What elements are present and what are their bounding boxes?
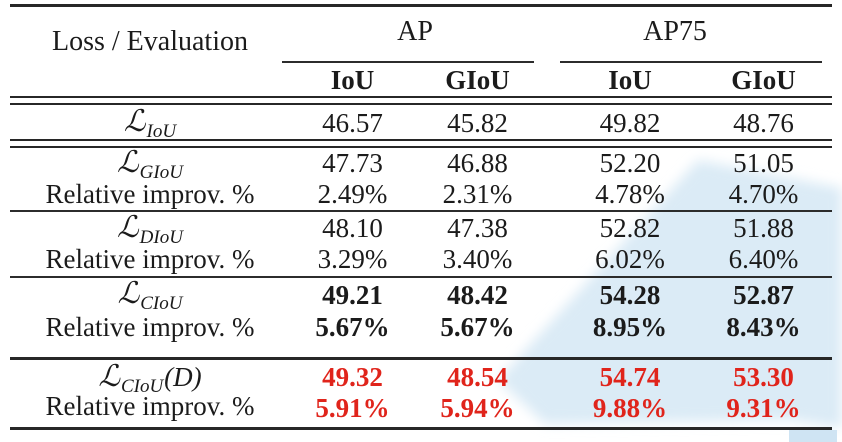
value-ap-iou: 48.10 <box>322 213 383 243</box>
value-ap75-iou: 49.82 <box>599 107 661 138</box>
row-label-loss-ciou-d: ℒ CIoU (D) <box>98 360 202 397</box>
value-ap-giou: 45.82 <box>447 107 508 138</box>
value-ap-iou: 49.21 <box>322 279 383 310</box>
group-header-ap: AP <box>397 16 433 47</box>
value-ap-giou: 48.54 <box>447 362 508 392</box>
subheader-ap75-iou: IoU <box>608 64 652 95</box>
table-row: Relative improv. % 5.67% 5.67% 8.95% 8.4… <box>10 311 832 344</box>
value-ap75-giou: 53.30 <box>733 362 794 392</box>
row-label-improv: Relative improv. % <box>45 312 255 342</box>
value-ap-giou: 46.88 <box>447 148 508 178</box>
spacer <box>540 279 565 311</box>
subheader-row: IoU GIoU IoU GIoU <box>10 64 832 96</box>
value-ap-giou: 2.31% <box>442 178 513 209</box>
table-row: Relative improv. % 3.29% 3.40% 6.02% 6.4… <box>10 244 832 275</box>
spacer <box>540 244 565 275</box>
value-ap75-iou: 6.02% <box>595 244 665 274</box>
value-ap-iou: 2.49% <box>317 178 388 209</box>
group-header-ap75: AP75 <box>643 16 707 47</box>
script-L: ℒ <box>123 105 146 138</box>
spacer <box>540 362 565 393</box>
spacer <box>540 148 565 179</box>
table-row: ℒ GIoU 47.73 46.88 52.20 51.05 <box>10 146 832 183</box>
value-ap75-giou: 8.43% <box>726 312 801 342</box>
row-label-improv: Relative improv. % <box>45 391 255 421</box>
value-ap75-giou: 48.76 <box>733 107 794 138</box>
row-label-improv: Relative improv. % <box>45 178 255 209</box>
value-ap75-giou: 51.05 <box>733 148 794 178</box>
value-ap75-iou: 54.28 <box>599 279 661 310</box>
value-ap-giou: 5.94% <box>440 393 515 423</box>
value-ap75-iou: 8.95% <box>592 312 668 342</box>
value-ap-giou: 47.38 <box>447 213 508 243</box>
table-row: ℒ CIoU (D) 49.32 48.54 54.74 53.30 <box>10 360 832 397</box>
value-ap-iou: 5.91% <box>315 393 390 423</box>
rule-ap75-span <box>560 61 822 63</box>
value-ap-giou: 3.40% <box>442 244 513 274</box>
row-label-loss-ciou: ℒ CIoU <box>117 277 183 314</box>
row-label-loss-giou: ℒ GIoU <box>117 146 183 183</box>
rule-double-2 <box>10 139 832 148</box>
spacer <box>540 107 565 139</box>
value-ap-giou: 48.42 <box>447 279 508 310</box>
table-row: Relative improv. % 5.91% 5.94% 9.88% 9.3… <box>10 393 832 424</box>
value-ap75-iou: 52.82 <box>599 213 661 243</box>
loss-suffix: (D) <box>164 362 202 392</box>
value-ap75-giou: 52.87 <box>733 279 794 310</box>
rule-bottom <box>10 427 832 430</box>
table-row: ℒ CIoU 49.21 48.42 54.28 52.87 <box>10 277 832 314</box>
row-label-loss-diou: ℒ DIoU <box>117 211 183 248</box>
value-ap75-giou: 6.40% <box>728 244 799 274</box>
row-label-loss-iou: ℒ IoU <box>123 105 177 142</box>
script-L: ℒ <box>98 360 120 393</box>
script-L: ℒ <box>117 211 139 244</box>
value-ap75-giou: 9.31% <box>726 393 801 423</box>
spacer <box>540 179 565 209</box>
subheader-blank <box>10 64 290 96</box>
subheader-ap-giou: GIoU <box>445 64 510 95</box>
script-L: ℒ <box>117 277 140 310</box>
table-row: Relative improv. % 2.49% 2.31% 4.78% 4.7… <box>10 179 832 209</box>
spacer <box>540 311 565 344</box>
value-ap-giou: 5.67% <box>440 312 515 342</box>
spacer <box>540 213 565 244</box>
value-ap75-iou: 52.20 <box>599 148 661 178</box>
value-ap75-iou: 4.78% <box>595 178 665 209</box>
watermark-corner <box>789 430 837 442</box>
value-ap75-giou: 4.70% <box>728 178 799 209</box>
rule-double-1 <box>10 96 832 105</box>
value-ap-iou: 5.67% <box>315 312 390 342</box>
script-L: ℒ <box>117 146 139 179</box>
table-row: ℒ IoU 46.57 45.82 49.82 48.76 <box>10 105 832 142</box>
table-row: ℒ DIoU 48.10 47.38 52.82 51.88 <box>10 211 832 248</box>
rule-single-1 <box>10 210 832 212</box>
spacer <box>540 64 565 96</box>
rule-top <box>10 4 832 7</box>
value-ap75-iou: 54.74 <box>599 362 661 392</box>
value-ap-iou: 49.32 <box>322 362 383 392</box>
value-ap-iou: 47.73 <box>322 148 383 178</box>
subheader-ap-iou: IoU <box>330 64 375 95</box>
row-label-improv: Relative improv. % <box>45 244 255 274</box>
subheader-ap75-giou: GIoU <box>731 64 796 95</box>
corner-header: Loss / Evaluation <box>52 26 248 57</box>
value-ap-iou: 46.57 <box>322 107 383 138</box>
spacer <box>540 393 565 424</box>
rule-thick <box>10 357 832 360</box>
value-ap75-giou: 51.88 <box>733 213 794 243</box>
rule-single-2 <box>10 276 832 278</box>
rule-ap-span <box>282 61 534 63</box>
value-ap75-iou: 9.88% <box>592 393 668 423</box>
value-ap-iou: 3.29% <box>317 244 388 274</box>
